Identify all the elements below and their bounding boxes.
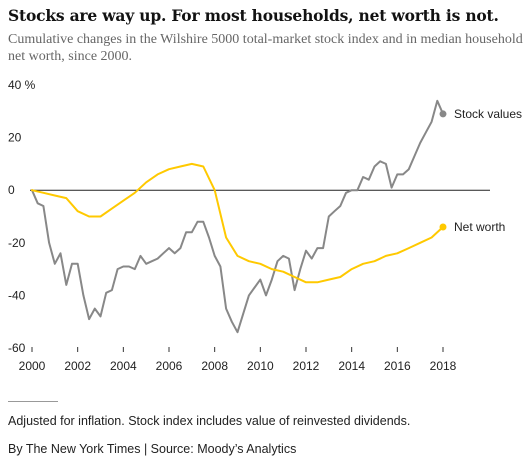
y-tick-label: -60: [8, 341, 26, 355]
series-layer: [31, 99, 447, 334]
chart-subtitle: Cumulative changes in the Wilshire 5000 …: [8, 32, 523, 64]
stock-values-label: Stock values: [454, 107, 522, 121]
y-tick-label: -40: [8, 288, 26, 302]
x-tick-label: 2008: [201, 359, 228, 373]
x-tick-label: 2012: [293, 359, 320, 373]
net-worth-endpoint: [439, 223, 447, 231]
chart-title: Stocks are way up. For most households, …: [8, 6, 499, 25]
footnote-divider: [8, 401, 58, 402]
y-tick-label: 20: [8, 131, 22, 145]
line-chart: -60 -40 -20 0 20 40 % 2000 2002 2004 2006 2008 201…: [8, 78, 522, 373]
x-tick-label: 2018: [430, 359, 457, 373]
net-worth-label: Net worth: [454, 220, 505, 234]
x-tick-label: 2010: [247, 359, 274, 373]
y-tick-label: 0: [8, 183, 15, 197]
x-tick-label: 2006: [156, 359, 183, 373]
x-tick-label: 2014: [338, 359, 365, 373]
stock-values-endpoint: [439, 110, 447, 118]
source-credit: By The New York Times | Source: Moody’s …: [8, 442, 297, 456]
stock-values-line: [31, 99, 444, 334]
y-tick-label: -20: [8, 236, 26, 250]
y-axis: -60 -40 -20 0 20 40 %: [8, 78, 36, 355]
x-axis: 2000 2002 2004 2006 2008 2010 2012 2014 2016 2018: [19, 347, 457, 373]
x-tick-label: 2004: [110, 359, 137, 373]
net-worth-line: [31, 162, 444, 284]
x-tick-label: 2002: [64, 359, 91, 373]
y-tick-label: 40 %: [8, 78, 36, 92]
footnote: Adjusted for inflation. Stock index incl…: [8, 414, 411, 428]
x-tick-label: 2016: [384, 359, 411, 373]
x-tick-label: 2000: [19, 359, 46, 373]
